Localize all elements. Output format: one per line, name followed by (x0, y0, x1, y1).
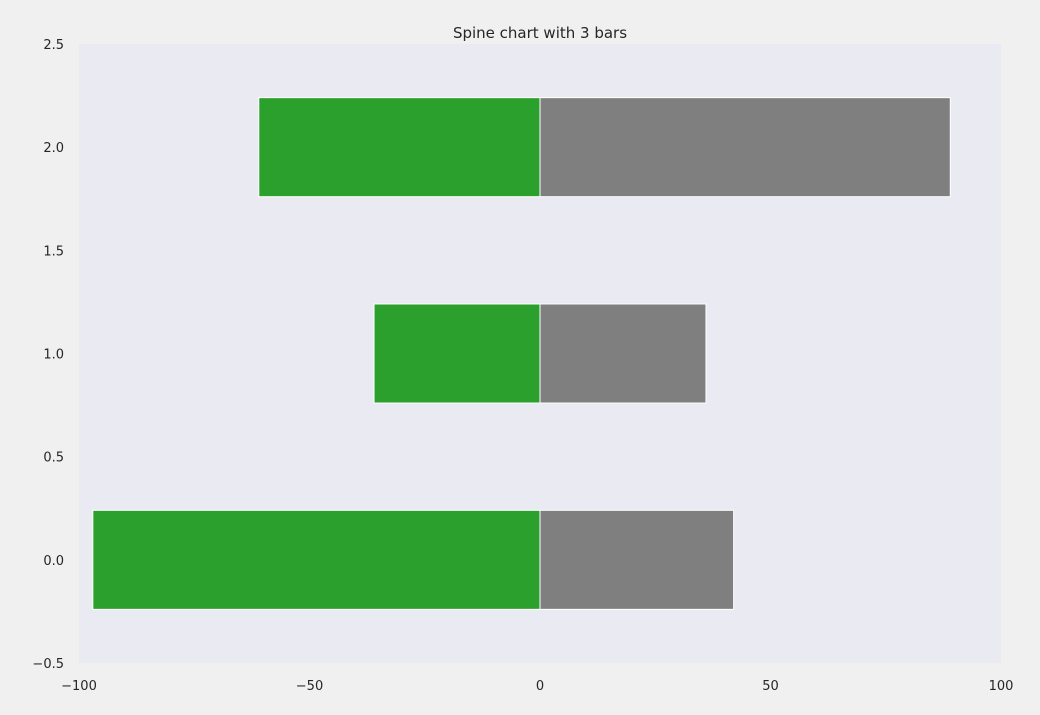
bar-positive-0 (539, 509, 735, 610)
bar-negative-0 (92, 509, 541, 610)
x-tick-label: −50 (296, 679, 323, 694)
y-tick-label: 1.0 (43, 348, 64, 363)
y-tick-label: 0.0 (43, 554, 64, 569)
x-tick-label: −100 (61, 679, 97, 694)
y-tick-label: 2.5 (43, 38, 64, 53)
y-axis-ticks: −0.5 0.0 0.5 1.0 1.5 2.0 2.5 (32, 38, 64, 672)
y-tick-label: −0.5 (32, 657, 64, 672)
y-tick-label: 2.0 (43, 141, 64, 156)
x-tick-label: 0 (536, 679, 544, 694)
x-axis-ticks: −100 −50 0 50 100 (61, 679, 1013, 694)
bar-positive-2 (539, 97, 951, 198)
bar-positive-1 (539, 303, 707, 404)
bar-negative-1 (373, 303, 541, 404)
y-tick-label: 0.5 (43, 451, 64, 466)
chart-title: Spine chart with 3 bars (453, 24, 627, 42)
y-tick-label: 1.5 (43, 244, 64, 259)
x-tick-label: 100 (989, 679, 1014, 694)
bar-negative-2 (258, 97, 541, 198)
bars-group (92, 97, 951, 610)
x-tick-label: 50 (762, 679, 779, 694)
